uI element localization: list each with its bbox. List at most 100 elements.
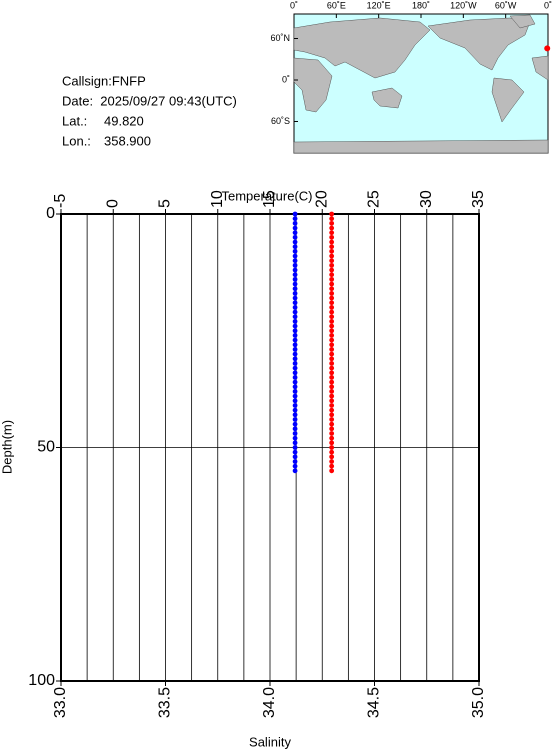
profile-point <box>292 216 298 222</box>
profile-point <box>329 445 335 450</box>
x-tick-label: 20 <box>313 190 330 208</box>
profile-point <box>292 258 298 264</box>
profile-point <box>329 337 335 343</box>
profile-point <box>329 417 335 422</box>
world-map <box>293 13 549 154</box>
map-lon-label: 0˚ <box>544 0 552 10</box>
profile-point <box>329 347 335 352</box>
profile-point <box>329 468 335 474</box>
profile-point <box>329 431 335 436</box>
profile-point <box>292 379 298 385</box>
lat-value: 49.820 <box>104 113 144 128</box>
y-tick-label: 100 <box>28 672 55 689</box>
profile-point <box>292 239 298 245</box>
profile-point <box>329 309 335 315</box>
profile-point <box>292 403 298 408</box>
y-tick-label: 50 <box>37 439 55 456</box>
map-lon-label: 120˚E <box>367 0 391 10</box>
profile-point <box>292 220 298 226</box>
profile-point <box>329 248 335 254</box>
callsign: Callsign:FNFP <box>62 73 146 88</box>
profile-point <box>329 286 335 292</box>
y-axis-title: Depth(m) <box>0 420 14 474</box>
profile-point <box>329 407 335 413</box>
profile-point <box>292 398 298 404</box>
profile-point <box>329 421 335 427</box>
profile-point <box>329 459 335 464</box>
profile-point <box>329 393 335 399</box>
lon-value: 358.900 <box>104 133 151 148</box>
profile-point <box>292 314 298 320</box>
profile-point <box>292 412 298 418</box>
profile-point <box>329 435 335 441</box>
profile-point <box>292 300 298 306</box>
lon-label: Lon.: <box>62 133 91 148</box>
profile-point <box>292 365 298 371</box>
profile-point <box>329 244 335 250</box>
profile-point <box>292 230 298 236</box>
profile-point <box>329 276 335 282</box>
x-tick-label: 0 <box>104 199 121 208</box>
map-lat-label: 60˚S <box>271 116 290 126</box>
profile-point <box>329 440 335 446</box>
profile-point <box>329 323 335 329</box>
profile-point <box>292 328 298 334</box>
profile-point <box>329 220 335 226</box>
profile-point <box>292 431 298 436</box>
profile-point <box>329 449 335 455</box>
x-axis-title: Temperature(C) <box>221 188 312 203</box>
profile-point <box>292 361 298 366</box>
profile-point <box>329 225 335 231</box>
profile-point <box>292 342 298 348</box>
profile-point <box>329 342 335 348</box>
profile-point <box>292 267 298 273</box>
profile-point <box>329 361 335 366</box>
profile-point <box>292 454 298 460</box>
x-tick-label: 15 <box>261 190 278 208</box>
profile-point <box>292 253 298 259</box>
profile-point <box>329 356 335 362</box>
profile-point <box>329 267 335 273</box>
map-lon-label: 180˚ <box>412 0 430 10</box>
profile-point <box>292 309 298 315</box>
profile-point <box>292 370 298 376</box>
x2-tick-label: 34.5 <box>366 687 383 718</box>
station-marker <box>544 45 551 52</box>
profile-point <box>329 370 335 376</box>
profile-point <box>292 323 298 329</box>
profile-point <box>329 403 335 408</box>
map-lon-label: 120˚W <box>450 0 477 10</box>
map-lon-label: 60˚E <box>327 0 346 10</box>
map-lon-label: 60˚W <box>495 0 517 10</box>
profile-point <box>329 398 335 404</box>
profile-point <box>329 253 335 259</box>
profile-point <box>292 463 298 469</box>
x2-tick-label: 34.0 <box>261 687 278 718</box>
profile-point <box>329 351 335 357</box>
profile-point <box>329 290 335 296</box>
x-tick-label: 10 <box>209 190 226 208</box>
map-lat-label: 0˚ <box>282 74 290 84</box>
profile-point <box>292 356 298 362</box>
profile-point <box>292 290 298 296</box>
profile-point <box>292 468 298 474</box>
profile-point <box>292 389 298 394</box>
profile-point <box>329 463 335 469</box>
profile-point <box>329 365 335 371</box>
profile-point <box>329 239 335 245</box>
profile-point <box>292 276 298 282</box>
profile-point <box>292 262 298 268</box>
profile-point <box>292 347 298 352</box>
profile-point <box>329 412 335 418</box>
profile-point <box>292 435 298 441</box>
profile-point <box>329 375 335 380</box>
x-tick-label: 5 <box>157 199 174 208</box>
profile-point <box>329 216 335 222</box>
profile-point <box>292 393 298 399</box>
profile-point <box>329 319 335 324</box>
profile-point <box>292 384 298 390</box>
profile-point <box>329 314 335 320</box>
y-tick-label: 0 <box>46 205 55 222</box>
profile-point <box>329 328 335 334</box>
